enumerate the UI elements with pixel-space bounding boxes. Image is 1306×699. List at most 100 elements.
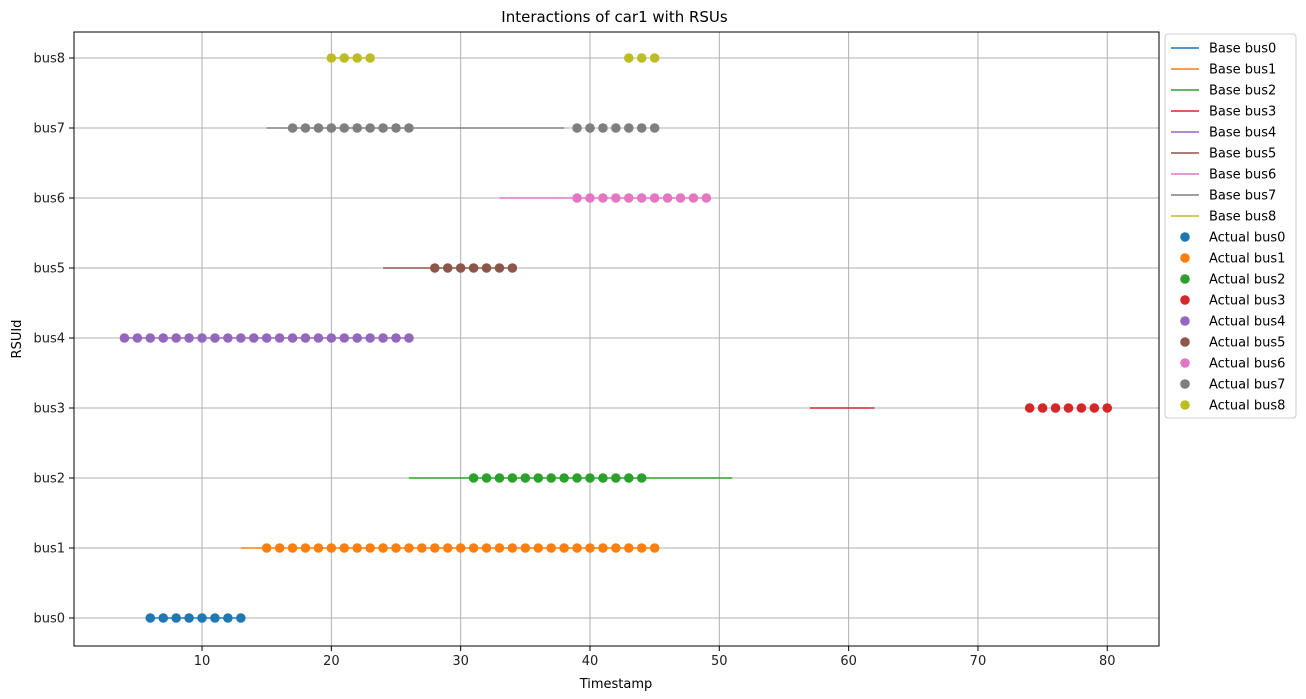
actual-point-bus7 xyxy=(585,123,595,133)
legend-marker-swatch xyxy=(1180,358,1190,368)
legend-label: Base bus6 xyxy=(1209,168,1276,183)
x-tick-label: 40 xyxy=(582,654,599,669)
legend-label: Base bus5 xyxy=(1209,147,1276,162)
actual-point-bus2 xyxy=(585,473,595,483)
actual-point-bus2 xyxy=(636,473,647,483)
y-tick-label: bus6 xyxy=(33,192,65,207)
actual-point-bus7 xyxy=(572,123,582,133)
legend-label: Base bus3 xyxy=(1209,105,1276,120)
y-tick-label: bus2 xyxy=(33,472,65,487)
actual-point-bus1 xyxy=(481,543,492,553)
actual-point-bus2 xyxy=(623,473,634,483)
actual-point-bus4 xyxy=(326,333,337,343)
actual-point-bus1 xyxy=(274,543,285,553)
legend-label: Actual bus6 xyxy=(1209,357,1285,372)
actual-point-bus8 xyxy=(649,53,660,63)
actual-point-bus2 xyxy=(533,473,544,483)
actual-point-bus2 xyxy=(598,473,608,483)
actual-point-bus1 xyxy=(611,543,621,553)
actual-point-bus2 xyxy=(520,473,531,483)
actual-point-bus7 xyxy=(404,123,414,133)
actual-point-bus0 xyxy=(236,613,246,623)
actual-point-bus7 xyxy=(326,123,337,133)
x-tick-label: 80 xyxy=(1099,654,1116,669)
chart-title: Interactions of car1 with RSUs xyxy=(501,8,728,26)
actual-point-bus1 xyxy=(339,543,350,553)
actual-point-bus3 xyxy=(1063,403,1074,413)
actual-point-bus4 xyxy=(197,333,207,343)
actual-point-bus4 xyxy=(313,333,324,343)
actual-point-bus1 xyxy=(442,543,453,553)
actual-point-bus1 xyxy=(391,543,401,553)
legend-marker-swatch xyxy=(1180,337,1190,347)
grid xyxy=(74,32,1159,646)
actual-point-bus7 xyxy=(649,123,660,133)
actual-point-bus6 xyxy=(675,193,686,203)
legend-label: Base bus4 xyxy=(1209,126,1276,141)
legend-marker-swatch xyxy=(1180,295,1190,305)
actual-point-bus7 xyxy=(391,123,401,133)
actual-point-bus5 xyxy=(430,263,440,273)
legend-frame xyxy=(1164,33,1297,419)
actual-point-bus4 xyxy=(300,333,311,343)
actual-point-bus6 xyxy=(636,193,647,203)
actual-point-bus3 xyxy=(1102,403,1113,413)
actual-point-bus7 xyxy=(365,123,375,133)
actual-point-bus1 xyxy=(572,543,582,553)
actual-point-bus4 xyxy=(365,333,375,343)
actual-point-bus4 xyxy=(404,333,414,343)
actual-point-bus2 xyxy=(572,473,582,483)
actual-point-bus7 xyxy=(352,123,363,133)
actual-point-bus4 xyxy=(145,333,156,343)
actual-point-bus7 xyxy=(636,123,647,133)
legend-label: Actual bus8 xyxy=(1209,399,1285,414)
actual-point-bus2 xyxy=(559,473,569,483)
actual-point-bus8 xyxy=(365,53,375,63)
actual-point-bus1 xyxy=(455,543,466,553)
actual-point-bus8 xyxy=(636,53,647,63)
actual-point-bus0 xyxy=(223,613,233,623)
legend-marker-swatch xyxy=(1180,232,1190,242)
actual-point-bus1 xyxy=(261,543,272,553)
actual-point-bus0 xyxy=(197,613,207,623)
actual-point-bus4 xyxy=(287,333,298,343)
x-tick-label: 20 xyxy=(323,654,340,669)
legend-label: Actual bus5 xyxy=(1209,336,1285,351)
legend-marker-swatch xyxy=(1180,379,1190,389)
actual-point-bus3 xyxy=(1089,403,1100,413)
actual-point-bus5 xyxy=(455,263,466,273)
actual-point-bus5 xyxy=(442,263,453,273)
y-tick-label: bus0 xyxy=(33,612,65,627)
actual-point-bus4 xyxy=(171,333,181,343)
actual-point-bus6 xyxy=(623,193,634,203)
actual-point-bus4 xyxy=(352,333,363,343)
actual-point-bus7 xyxy=(300,123,311,133)
actual-point-bus4 xyxy=(184,333,194,343)
actual-point-bus4 xyxy=(391,333,401,343)
actual-point-bus2 xyxy=(507,473,518,483)
actual-point-bus7 xyxy=(611,123,621,133)
actual-point-bus7 xyxy=(339,123,350,133)
actual-point-bus4 xyxy=(158,333,169,343)
actual-point-bus6 xyxy=(598,193,608,203)
actual-point-bus4 xyxy=(248,333,259,343)
actual-point-bus0 xyxy=(210,613,220,623)
x-tick-label: 60 xyxy=(840,654,857,669)
actual-point-bus6 xyxy=(701,193,712,203)
legend-label: Base bus7 xyxy=(1209,189,1276,204)
actual-point-bus7 xyxy=(378,123,388,133)
plot-frame xyxy=(73,31,1160,647)
actual-point-bus1 xyxy=(326,543,337,553)
actual-point-bus8 xyxy=(326,53,337,63)
actual-points xyxy=(119,53,1113,623)
x-axis-label: Timestamp xyxy=(579,677,653,692)
actual-point-bus4 xyxy=(119,333,130,343)
actual-point-bus1 xyxy=(300,543,311,553)
actual-point-bus2 xyxy=(481,473,492,483)
actual-point-bus1 xyxy=(352,543,363,553)
actual-point-bus6 xyxy=(611,193,621,203)
x-tick-label: 50 xyxy=(711,654,728,669)
actual-point-bus4 xyxy=(274,333,285,343)
actual-point-bus1 xyxy=(559,543,569,553)
